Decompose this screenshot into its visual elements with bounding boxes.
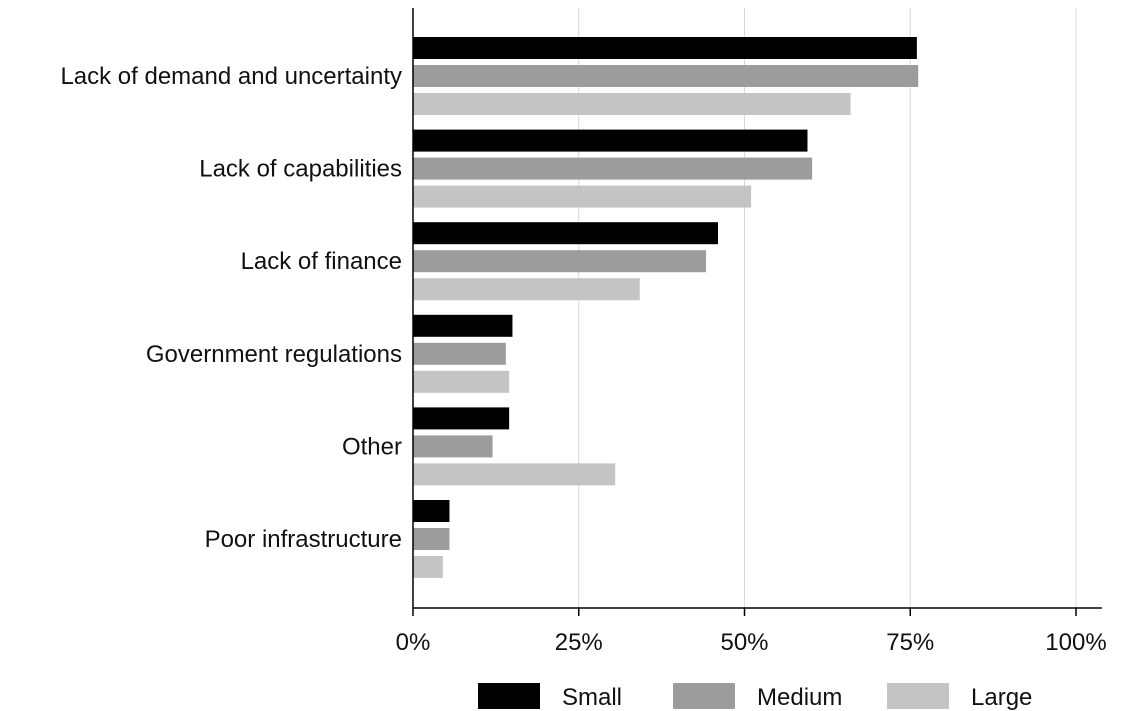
- bar-medium-2: [413, 250, 707, 273]
- bar-large-1: [413, 185, 752, 208]
- bar-small-4: [413, 407, 510, 430]
- legend-swatch-small: [478, 683, 540, 709]
- bar-medium-0: [413, 65, 919, 87]
- category-label-4: Other: [342, 433, 402, 460]
- x-tick-label-1: 25%: [555, 629, 603, 656]
- category-labels: Lack of demand and uncertainty Lack of ca…: [60, 63, 402, 553]
- bar-small-3: [413, 314, 513, 337]
- bar-medium-3: [413, 342, 506, 365]
- bar-small-0: [413, 37, 917, 59]
- bar-small-1: [413, 129, 808, 152]
- category-label-5: Poor infrastructure: [205, 526, 402, 553]
- bar-medium-1: [413, 157, 813, 180]
- x-tick-label-3: 75%: [886, 629, 934, 656]
- bar-large-3: [413, 370, 510, 393]
- legend-swatch-medium: [673, 683, 735, 709]
- category-label-1: Lack of capabilities: [199, 156, 402, 183]
- legend-label-small: Small: [562, 684, 622, 711]
- x-tick-label-4: 100%: [1045, 629, 1106, 656]
- legend-swatch-large: [887, 683, 949, 709]
- bar-small-5: [413, 500, 450, 522]
- bar-large-4: [413, 463, 616, 486]
- category-label-0: Lack of demand and uncertainty: [60, 63, 402, 90]
- bar-medium-5: [413, 528, 450, 550]
- bars: [413, 37, 919, 578]
- bar-small-2: [413, 222, 718, 245]
- legend-label-large: Large: [971, 684, 1032, 711]
- bar-large-0: [413, 93, 851, 115]
- category-label-3: Government regulations: [146, 341, 402, 368]
- x-tick-labels: 0% 25% 50% 75% 100%: [396, 629, 1107, 656]
- x-tick-label-2: 50%: [720, 629, 768, 656]
- bar-large-5: [413, 556, 443, 578]
- bar-medium-4: [413, 435, 493, 458]
- axes: [412, 8, 1102, 616]
- category-label-2: Lack of finance: [241, 248, 402, 275]
- x-tick-label-0: 0%: [396, 629, 431, 656]
- legend: Small Medium Large: [478, 683, 1032, 711]
- bar-large-2: [413, 278, 640, 301]
- legend-label-medium: Medium: [757, 684, 842, 711]
